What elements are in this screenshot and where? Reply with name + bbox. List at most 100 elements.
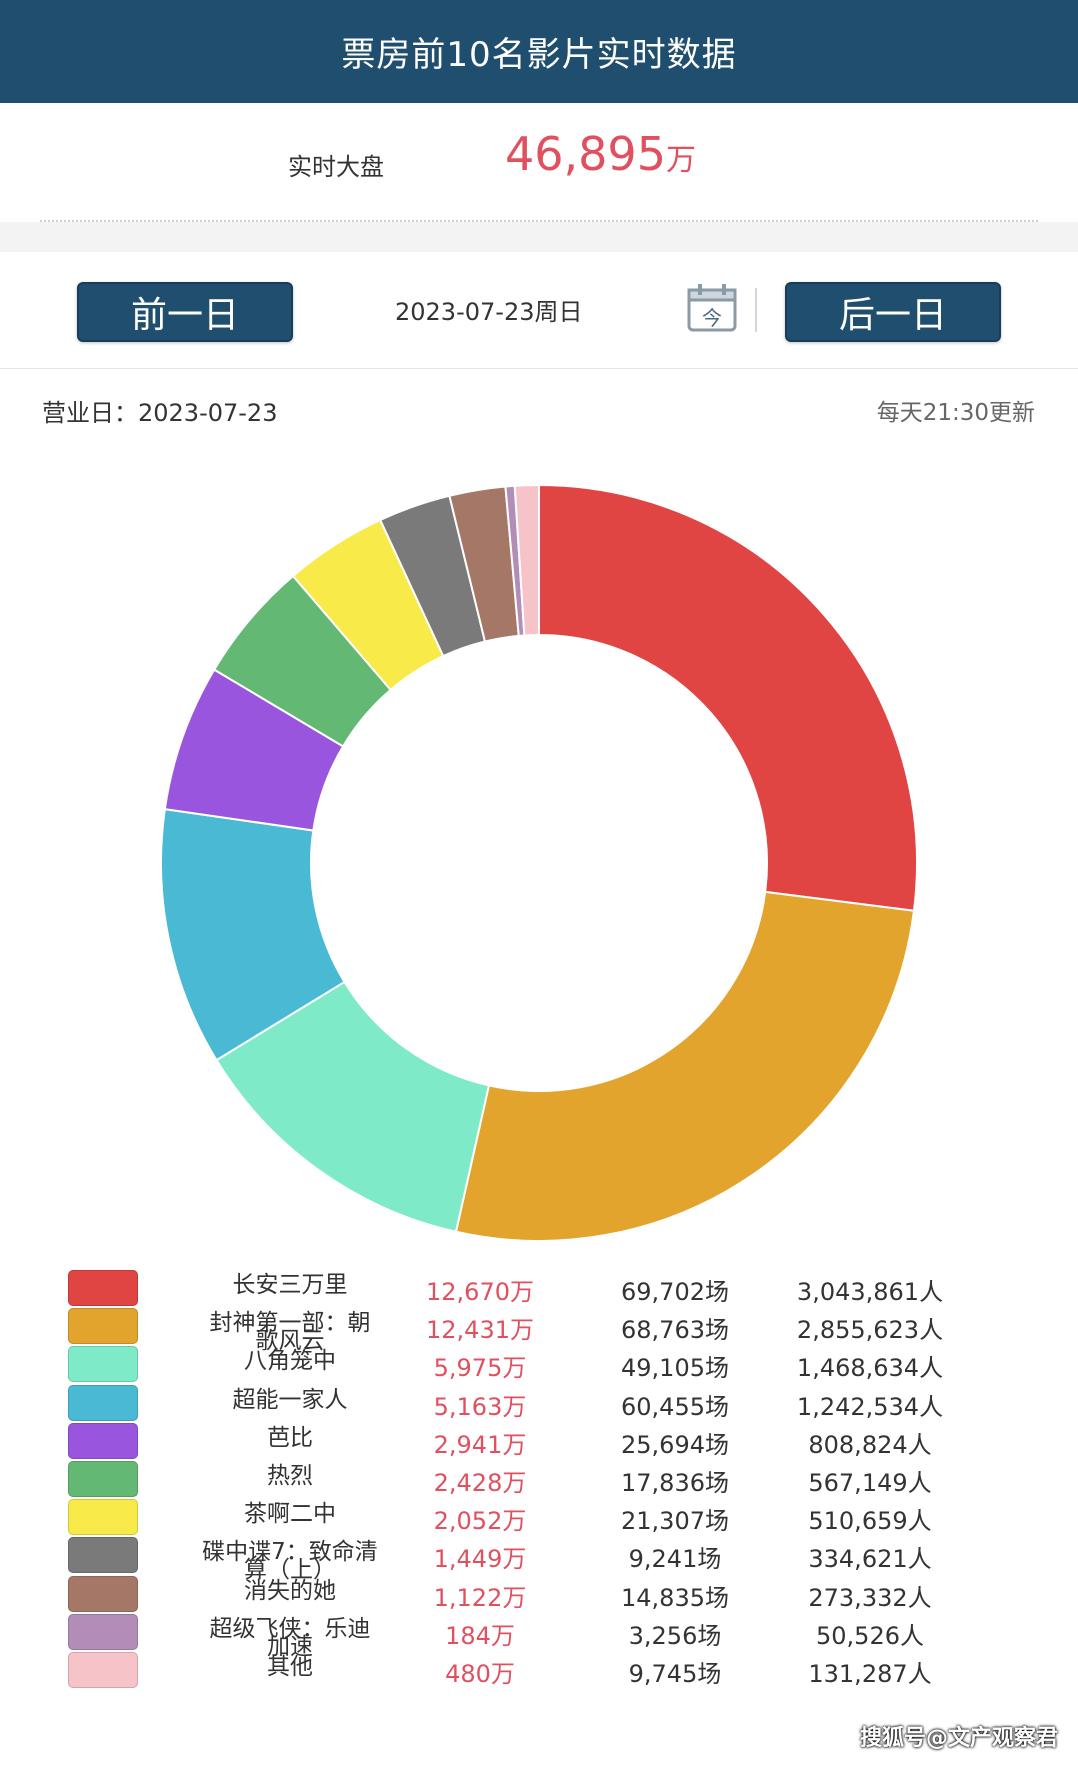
page-header: 票房前10名影片实时数据 (0, 0, 1078, 103)
legend-row[interactable]: 超能一家人 5,163万 60,455场 1,242,534人 (0, 1383, 1078, 1423)
legend-movie-name: 茶啊二中 (190, 1501, 390, 1527)
legend-swatch (68, 1614, 138, 1650)
legend-row[interactable]: 碟中谍7：致命清 算（上） 1,449万 9,241场 334,621人 (0, 1535, 1078, 1582)
watermark: 搜狐号@文产观察君 (859, 1726, 1058, 1751)
legend-screenings: 21,307场 (621, 1507, 729, 1535)
prev-day-button[interactable]: 前一日 (77, 282, 293, 342)
legend-movie-name-line: 算（上） (244, 1557, 336, 1583)
calendar-today-icon[interactable]: 今 (686, 282, 738, 334)
legend-movie-name: 长安三万里 (190, 1272, 390, 1298)
legend-screenings: 3,256场 (628, 1622, 722, 1650)
legend-swatch (68, 1537, 138, 1573)
legend-box-office: 5,975万 (433, 1354, 527, 1382)
legend-swatch (68, 1652, 138, 1688)
legend-audience: 1,468,634人 (796, 1354, 944, 1382)
legend-row[interactable]: 芭比 2,941万 25,694场 808,824人 (0, 1421, 1078, 1461)
legend-movie-name-line: 加速 (267, 1634, 313, 1660)
legend-audience: 1,242,534人 (796, 1393, 944, 1421)
legend-audience: 2,855,623人 (796, 1316, 944, 1344)
legend-movie-name: 超级飞侠：乐迪 加速 (190, 1616, 390, 1660)
realtime-unit: 万 (665, 143, 696, 178)
legend-movie-name-line: 歌风云 (255, 1328, 325, 1354)
legend-movie-name-line: 八角笼中 (244, 1348, 336, 1374)
update-note: 每天21:30更新 (876, 400, 1035, 426)
legend-movie-name: 超能一家人 (190, 1387, 390, 1413)
section-gap (0, 222, 1078, 252)
legend-audience: 3,043,861人 (796, 1278, 944, 1306)
legend-screenings: 9,241场 (628, 1545, 722, 1573)
legend-movie-name: 热烈 (190, 1463, 390, 1489)
current-date: 2023-07-23周日 (395, 298, 583, 326)
legend-audience: 808,824人 (808, 1431, 932, 1459)
legend-screenings: 9,745场 (628, 1660, 722, 1688)
legend-row[interactable]: 八角笼中 5,975万 49,105场 1,468,634人 (0, 1344, 1078, 1384)
legend-row[interactable]: 超级飞侠：乐迪 加速 184万 3,256场 50,526人 (0, 1612, 1078, 1659)
realtime-value: 46,895万 (505, 127, 696, 181)
legend-box-office: 12,431万 (426, 1316, 534, 1344)
legend-box-office: 2,428万 (433, 1469, 527, 1497)
legend-swatch (68, 1461, 138, 1497)
legend-movie-name-line: 超级飞侠：乐迪 (209, 1616, 371, 1642)
business-day-label: 营业日：2023-07-23 (42, 399, 278, 427)
legend-row[interactable]: 热烈 2,428万 17,836场 567,149人 (0, 1459, 1078, 1499)
legend-row[interactable]: 消失的她 1,122万 14,835场 273,332人 (0, 1574, 1078, 1614)
legend-audience: 131,287人 (808, 1660, 932, 1688)
legend-swatch (68, 1308, 138, 1344)
legend-movie-name: 封神第一部：朝 歌风云 (190, 1310, 390, 1354)
legend-screenings: 69,702场 (621, 1278, 729, 1306)
legend-screenings: 17,836场 (621, 1469, 729, 1497)
legend-audience: 567,149人 (808, 1469, 932, 1497)
legend-row[interactable]: 其他 480万 9,745场 131,287人 (0, 1650, 1078, 1690)
legend-screenings: 60,455场 (621, 1393, 729, 1421)
legend-screenings: 68,763场 (621, 1316, 729, 1344)
legend-audience: 50,526人 (816, 1622, 924, 1650)
legend-box-office: 2,052万 (433, 1507, 527, 1535)
legend-box-office: 1,449万 (433, 1545, 527, 1573)
legend-swatch (68, 1576, 138, 1612)
legend-screenings: 14,835场 (621, 1584, 729, 1612)
donut-slice-1[interactable] (454, 890, 916, 1242)
legend-box-office: 480万 (445, 1660, 515, 1688)
legend-audience: 510,659人 (808, 1507, 932, 1535)
page-title: 票房前10名影片实时数据 (341, 35, 737, 75)
legend-movie-name-line: 茶啊二中 (244, 1501, 336, 1527)
legend-screenings: 25,694场 (621, 1431, 729, 1459)
legend-audience: 273,332人 (808, 1584, 932, 1612)
legend-swatch (68, 1346, 138, 1382)
legend-movie-name-line: 热烈 (267, 1463, 313, 1489)
legend-movie-name-line: 封神第一部：朝 (209, 1310, 371, 1336)
legend-box-office: 5,163万 (433, 1393, 527, 1421)
legend-movie-name: 芭比 (190, 1425, 390, 1451)
legend-movie-name-line: 其他 (267, 1654, 313, 1680)
realtime-label: 实时大盘 (288, 153, 384, 181)
next-day-button[interactable]: 后一日 (785, 282, 1001, 342)
legend-movie-name-line: 芭比 (267, 1425, 313, 1451)
donut-slice-10[interactable] (513, 483, 540, 637)
legend-movie-name: 消失的她 (190, 1578, 390, 1604)
legend-row[interactable]: 长安三万里 12,670万 69,702场 3,043,861人 (0, 1268, 1078, 1308)
legend-movie-name: 其他 (190, 1654, 390, 1680)
legend-row[interactable]: 封神第一部：朝 歌风云 12,431万 68,763场 2,855,623人 (0, 1306, 1078, 1353)
legend-row[interactable]: 茶啊二中 2,052万 21,307场 510,659人 (0, 1497, 1078, 1537)
svg-text:今: 今 (702, 306, 722, 330)
legend-movie-name: 碟中谍7：致命清 算（上） (190, 1539, 390, 1583)
legend-box-office: 2,941万 (433, 1431, 527, 1459)
legend-swatch (68, 1423, 138, 1459)
legend-swatch (68, 1270, 138, 1306)
legend-movie-name: 八角笼中 (190, 1348, 390, 1374)
legend-movie-name-line: 超能一家人 (232, 1387, 348, 1413)
legend-box-office: 12,670万 (426, 1278, 534, 1306)
legend-movie-name-line: 碟中谍7：致命清 (202, 1539, 378, 1565)
legend-movie-name-line: 长安三万里 (232, 1272, 348, 1298)
date-navigation-bar: 前一日 2023-07-23周日 今 后一日 (0, 252, 1078, 369)
realtime-number: 46,895 (505, 127, 666, 181)
donut-slice-0[interactable] (538, 483, 918, 912)
legend-audience: 334,621人 (808, 1545, 932, 1573)
legend-box-office: 1,122万 (433, 1584, 527, 1612)
realtime-summary: 实时大盘 46,895万 (0, 103, 1078, 221)
legend-movie-name-line: 消失的她 (244, 1578, 336, 1604)
legend-swatch (68, 1499, 138, 1535)
legend-swatch (68, 1385, 138, 1421)
legend-screenings: 49,105场 (621, 1354, 729, 1382)
dotted-divider (40, 220, 1038, 222)
